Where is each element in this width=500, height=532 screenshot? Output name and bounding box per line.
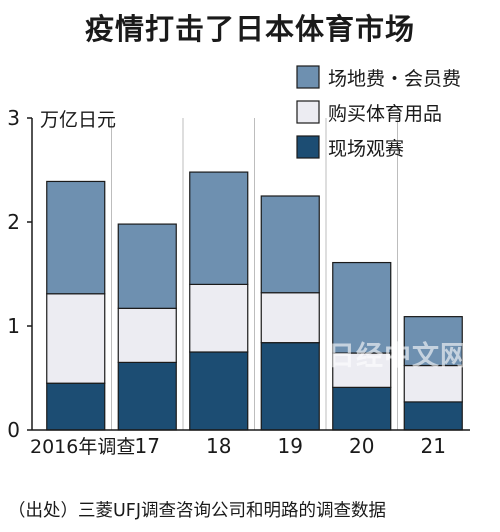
x-tick-label: 21 (421, 434, 446, 458)
bar-1-5 (332, 386, 392, 431)
bar-3-3 (189, 171, 249, 286)
bar-2-1 (46, 293, 106, 384)
y-unit-label: 万亿日元 (40, 109, 116, 131)
bar-1-1 (46, 382, 106, 431)
y-tick-label: 0 (7, 418, 20, 442)
bar-1-6 (403, 401, 463, 431)
legend-swatch (296, 135, 320, 159)
legend-swatch (296, 100, 320, 124)
legend-label: 场地费・会员费 (328, 68, 461, 90)
bar-2-3 (189, 283, 249, 353)
bar-1-2 (117, 361, 177, 431)
y-tick-label: 3 (7, 106, 20, 130)
bar-3-2 (117, 223, 177, 309)
x-tick-label: 20 (349, 434, 374, 458)
legend-swatch (296, 65, 320, 89)
bar-3-6 (403, 316, 463, 367)
bar-2-4 (260, 292, 320, 344)
x-tick-label: 17 (135, 434, 160, 458)
x-tick-label: 2016年调查 (30, 436, 135, 458)
bar-2-6 (403, 364, 463, 403)
chart-title: 疫情打击了日本体育市场 (84, 12, 415, 46)
watermark-text: 日经中文网 (328, 341, 468, 372)
bar-1-4 (260, 342, 320, 431)
source-note: （出处）三菱UFJ调查咨询公司和明路的调查数据 (8, 501, 387, 521)
bar-1-3 (189, 351, 249, 431)
bar-3-5 (332, 261, 392, 354)
bar-3-4 (260, 195, 320, 294)
bar-2-5 (332, 352, 392, 388)
x-tick-label: 18 (206, 434, 231, 458)
legend-label: 现场观赛 (328, 138, 404, 160)
x-tick-label: 19 (278, 434, 303, 458)
y-tick-label: 1 (7, 314, 20, 338)
bar-3-1 (46, 180, 106, 295)
legend-label: 购买体育用品 (328, 103, 442, 125)
bar-2-2 (117, 307, 177, 364)
y-tick-label: 2 (7, 210, 20, 234)
